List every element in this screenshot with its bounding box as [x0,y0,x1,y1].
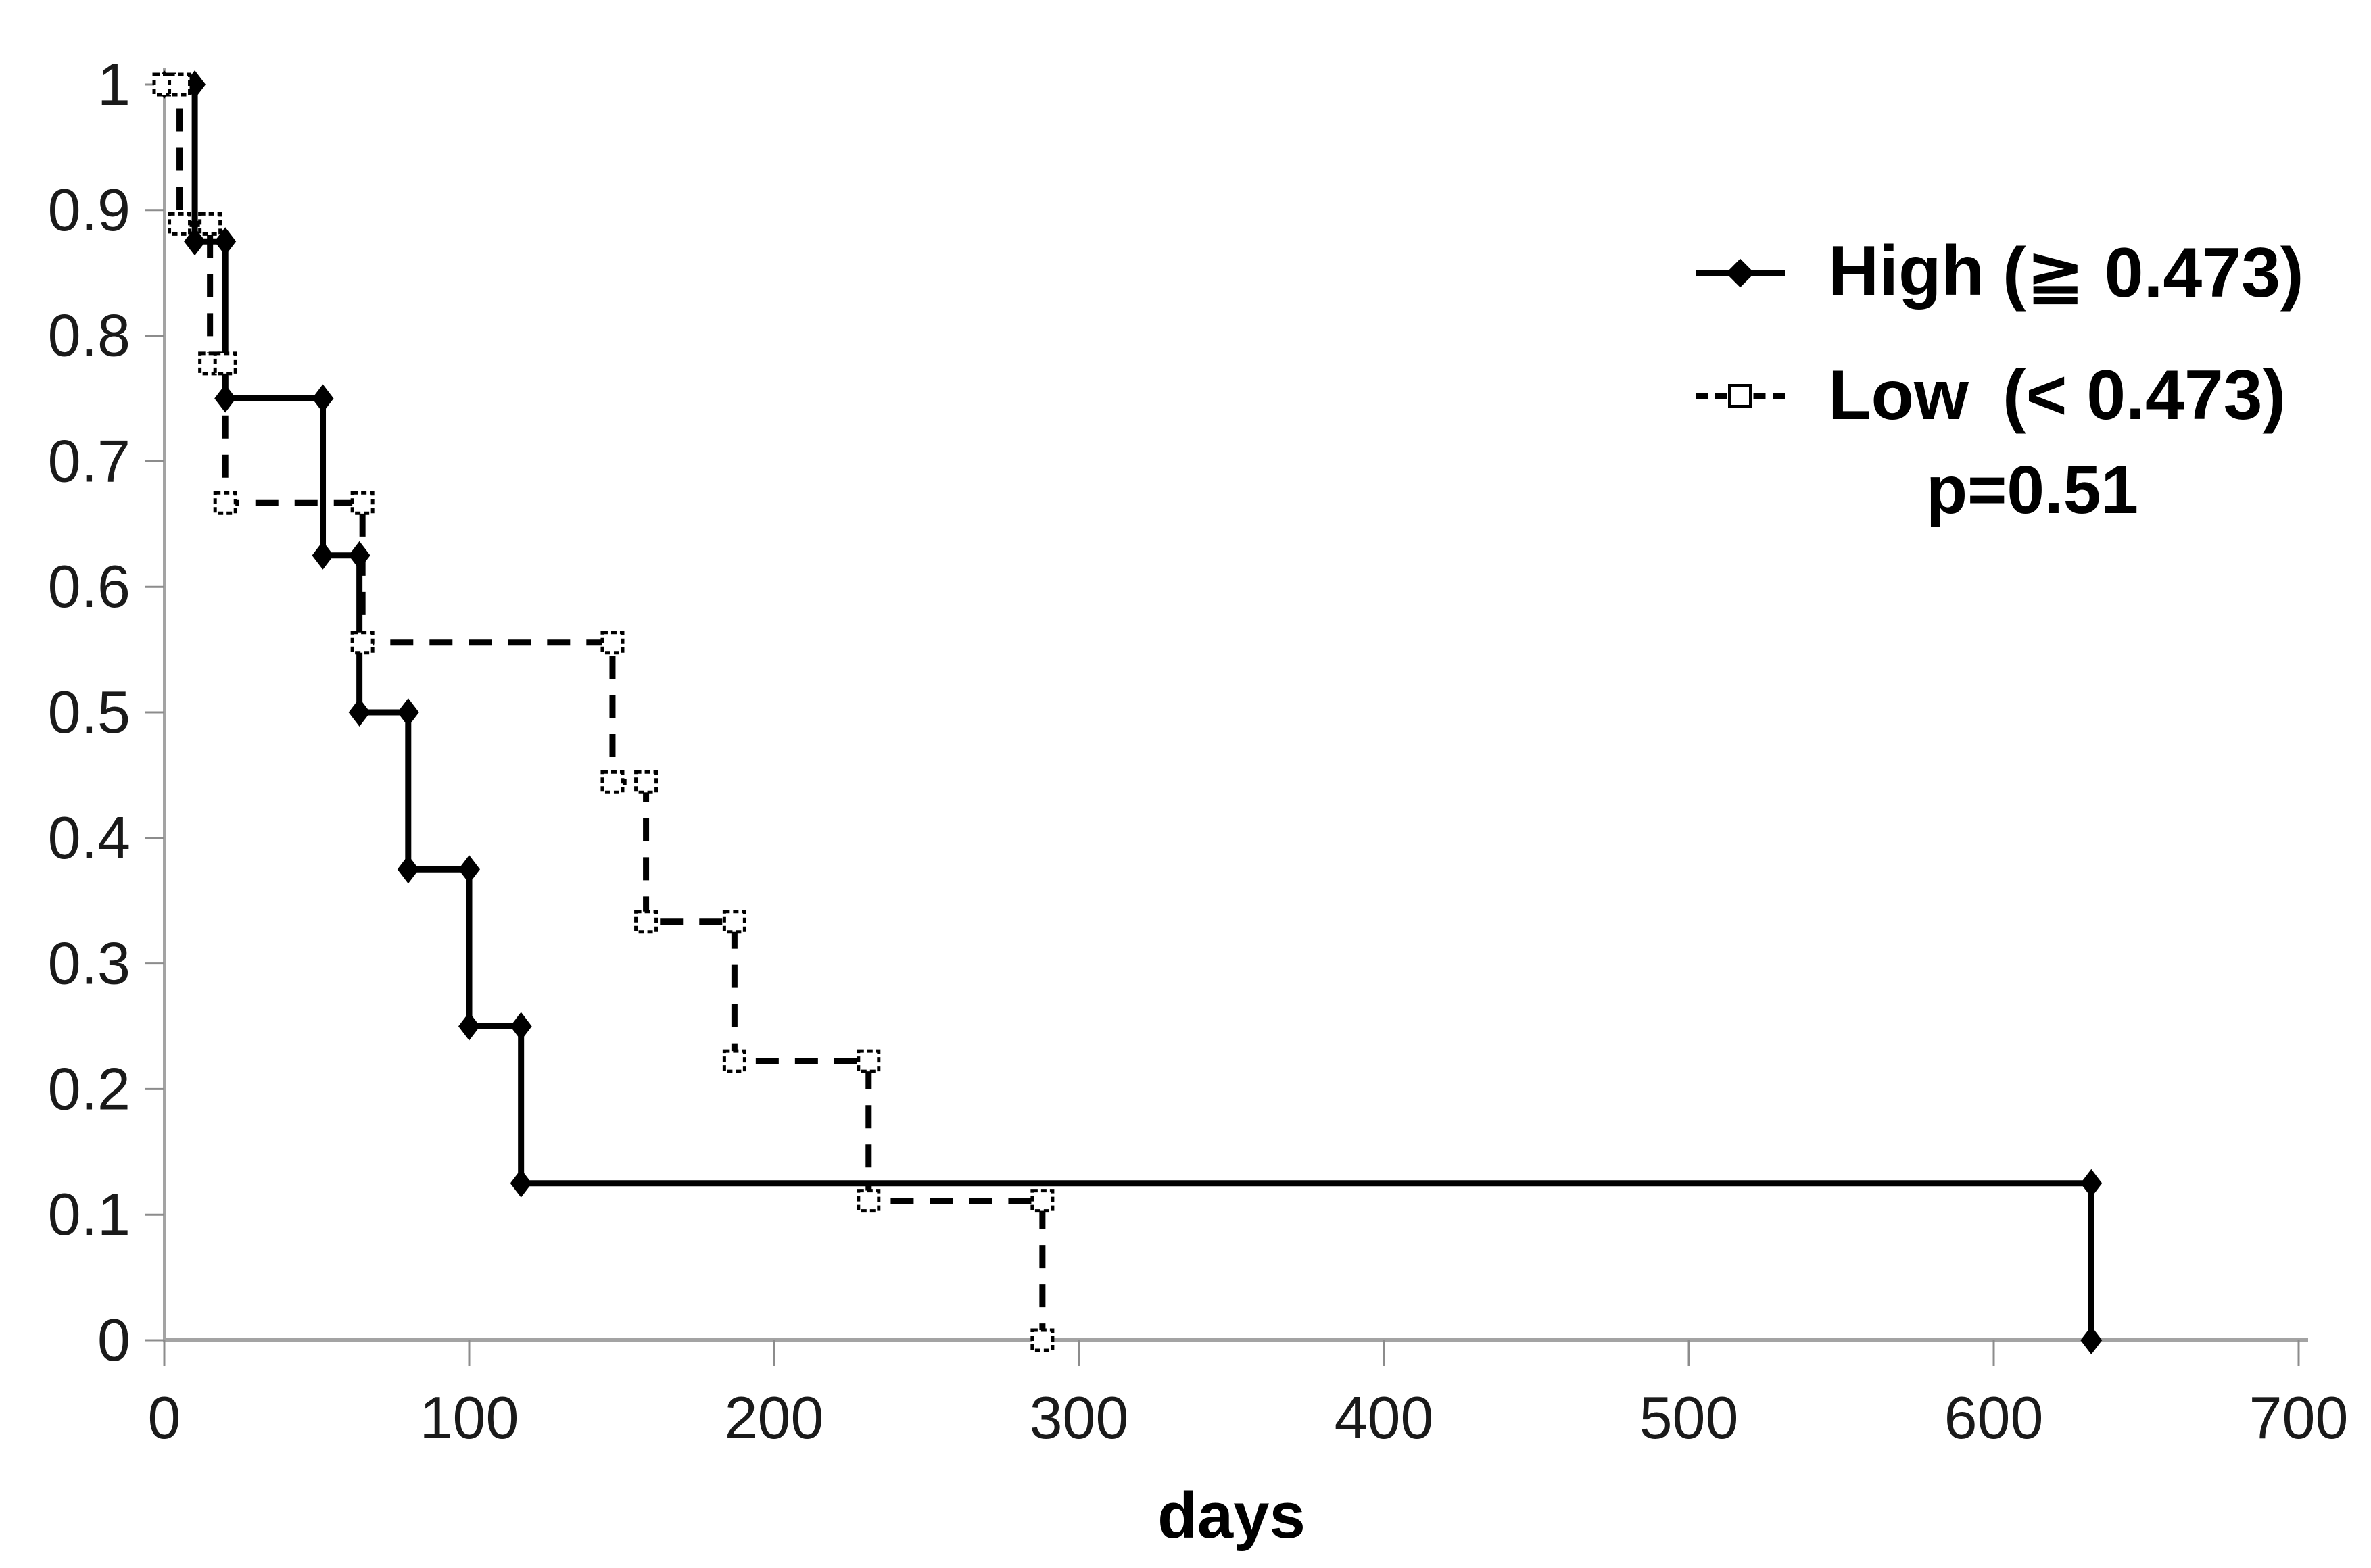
legend-entry-low-label: Low (< 0.473) [1828,356,2286,436]
high-diamond-marker [348,541,370,570]
y-tick-label: 0.5 [48,679,130,745]
open-square-icon [1728,383,1752,408]
filled-diamond-icon [1725,258,1755,287]
y-tick-label: 0 [97,1306,130,1373]
legend-high-name: High [1828,232,1985,310]
y-tick-label: 0.1 [48,1181,130,1248]
low-square-marker [722,1049,746,1073]
high-diamond-marker [510,1169,532,1198]
low-square-marker [1030,1189,1055,1213]
high-diamond-marker [458,855,480,884]
x-tick-label: 500 [1639,1384,1739,1451]
high-diamond-marker [397,698,419,727]
x-tick-label: 100 [420,1384,519,1451]
x-tick-label: 400 [1335,1384,1434,1451]
low-square-marker [634,910,658,934]
low-square-marker [168,212,192,236]
low-square-marker [213,491,237,515]
low-square-marker [350,491,375,515]
y-tick-label: 0.4 [48,804,130,871]
low-square-marker [600,770,625,794]
high-diamond-marker [348,698,370,727]
high-diamond-marker [2080,1169,2103,1198]
x-tick-label: 700 [2249,1384,2349,1451]
legend-entry-high: High (≧ 0.473) [1696,230,2304,315]
x-axis-title: days [1157,1479,1306,1552]
low-square-marker [722,910,746,934]
y-tick-label: 1 [97,51,130,118]
x-tick-label: 200 [725,1384,824,1451]
legend-high-range: (≧ 0.473) [2003,234,2304,312]
low-square-marker [634,770,658,794]
low-square-marker [857,1189,881,1213]
legend-low-range: (< 0.473) [2003,356,2286,435]
y-tick-label: 0.6 [48,553,130,620]
x-tick-label: 300 [1030,1384,1129,1451]
series-line-low [164,81,1046,1340]
high-diamond-marker [2080,1326,2103,1354]
legend: High (≧ 0.473) Low (< 0.473) [1696,230,2304,476]
high-diamond-marker [214,384,237,413]
high-diamond-marker [184,227,206,256]
y-tick-label: 0.3 [48,930,130,997]
high-diamond-marker [397,855,419,884]
low-square-marker [198,212,222,236]
low-square-marker [857,1049,881,1073]
y-tick-label: 0.8 [48,302,130,369]
low-square-marker [350,631,375,655]
x-tick-label: 0 [148,1384,181,1451]
high-line-sample [1696,258,1785,287]
low-square-marker [1030,1328,1055,1352]
p-value-annotation: p=0.51 [1925,452,2139,528]
high-diamond-marker [510,1012,532,1041]
y-tick-label: 0.9 [48,176,130,243]
legend-entry-low: Low (< 0.473) [1696,353,2304,438]
x-tick-label: 600 [1944,1384,2044,1451]
y-tick-label: 0.2 [48,1055,130,1122]
low-square-marker [213,351,237,376]
y-tick-label: 0.7 [48,427,130,494]
low-line-sample [1696,383,1785,408]
high-diamond-marker [458,1012,480,1041]
high-diamond-marker [312,384,334,413]
legend-low-name: Low [1828,356,1969,435]
high-diamond-marker [312,541,334,570]
low-square-marker [168,72,192,97]
legend-entry-high-label: High (≧ 0.473) [1828,231,2304,314]
low-square-marker [600,631,625,655]
high-diamond-marker [214,227,237,256]
